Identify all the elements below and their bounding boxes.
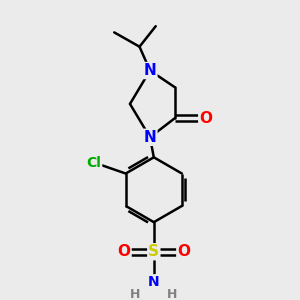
Text: N: N	[148, 275, 160, 289]
Text: O: O	[177, 244, 190, 259]
Text: H: H	[130, 288, 140, 300]
Text: H: H	[167, 288, 178, 300]
Text: N: N	[144, 63, 156, 78]
Text: O: O	[199, 111, 212, 126]
Text: N: N	[144, 130, 156, 145]
Text: Cl: Cl	[86, 156, 101, 170]
Text: S: S	[148, 244, 159, 259]
Text: O: O	[117, 244, 130, 259]
